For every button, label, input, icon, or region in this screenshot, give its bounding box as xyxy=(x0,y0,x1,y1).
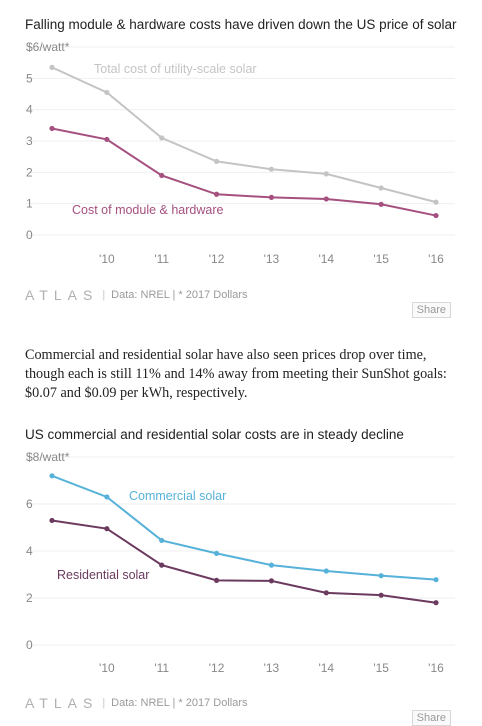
source-note: Data: NREL | * 2017 Dollars xyxy=(111,697,248,709)
x-tick-label: '12 xyxy=(209,252,225,266)
series-label: Commercial solar xyxy=(129,489,226,503)
x-tick-label: '11 xyxy=(154,661,169,675)
y-tick-label: $8/watt* xyxy=(26,450,70,464)
data-point xyxy=(49,64,55,70)
x-tick-label: '16 xyxy=(428,252,444,266)
logo-separator: | xyxy=(102,697,106,709)
share-button[interactable]: Share xyxy=(411,710,451,726)
x-tick-label: '14 xyxy=(318,661,334,675)
y-tick-label: 2 xyxy=(26,165,33,179)
atlas-logo: ATLAS xyxy=(25,287,99,303)
series-label: Residential solar xyxy=(57,568,149,582)
x-tick-label: '16 xyxy=(428,661,444,675)
y-tick-label: 2 xyxy=(26,591,33,605)
y-tick-label: 3 xyxy=(26,134,33,148)
chart-1-footer: ATLAS | Data: NREL | * 2017 Dollars xyxy=(25,287,248,303)
data-point xyxy=(433,577,439,583)
y-tick-label: 1 xyxy=(26,197,33,211)
chart-1-plot: $6/watt* 5 4 3 2 1 0 '10 '11 '12 '13 '14 '15 '16 Total… xyxy=(25,40,455,266)
data-point xyxy=(378,185,384,191)
data-point xyxy=(49,125,55,132)
data-point xyxy=(213,191,220,197)
data-point xyxy=(323,171,329,177)
y-tick-label: 5 xyxy=(26,71,33,85)
data-point xyxy=(159,562,165,568)
data-point xyxy=(433,600,439,606)
data-point xyxy=(159,172,165,179)
data-point xyxy=(159,537,165,544)
x-tick-label: '10 xyxy=(99,252,115,266)
data-point xyxy=(433,212,439,219)
logo-separator: | xyxy=(102,289,106,301)
data-point xyxy=(268,194,275,200)
data-point xyxy=(323,196,329,202)
x-tick-label: '13 xyxy=(264,661,280,675)
data-point xyxy=(104,526,110,532)
series-label: Cost of module & hardware xyxy=(72,203,224,217)
x-tick-label: '15 xyxy=(373,252,389,266)
data-point xyxy=(268,562,275,568)
series-line xyxy=(51,519,437,604)
data-point xyxy=(104,136,110,143)
chart-2-title: US commercial and residential solar cost… xyxy=(25,427,404,442)
x-tick-label: '11 xyxy=(154,252,169,266)
share-button[interactable]: Share xyxy=(411,302,451,318)
data-point xyxy=(378,592,384,598)
data-point xyxy=(213,550,220,556)
data-point xyxy=(378,573,384,579)
x-tick-label: '10 xyxy=(99,661,115,675)
chart-2-plot: $8/watt* 6 4 2 0 '10 '11 '12 '13 '14 '15 '16 Commerc… xyxy=(25,450,455,675)
data-point xyxy=(433,199,439,205)
y-tick-label: 0 xyxy=(26,638,33,652)
x-tick-label: '15 xyxy=(373,661,389,675)
y-tick-label: 4 xyxy=(26,544,33,558)
chart-1-title: Falling module & hardware costs have dri… xyxy=(25,17,457,32)
y-tick-label: 0 xyxy=(26,228,33,242)
data-point xyxy=(213,158,220,164)
data-point xyxy=(104,89,110,96)
data-point xyxy=(159,135,165,141)
data-point xyxy=(49,517,55,524)
series-label: Total cost of utility-scale solar xyxy=(94,62,257,76)
article-paragraph: Commercial and residential solar have al… xyxy=(25,347,447,401)
data-point xyxy=(323,590,329,596)
series-line xyxy=(51,474,437,581)
y-tick-label: 6 xyxy=(26,497,33,511)
data-point xyxy=(378,201,384,207)
data-point xyxy=(323,568,329,574)
x-tick-label: '14 xyxy=(318,252,334,266)
y-tick-label: 4 xyxy=(26,103,33,117)
data-point xyxy=(104,494,110,500)
atlas-logo: ATLAS xyxy=(25,695,99,711)
data-point xyxy=(213,577,220,583)
source-note: Data: NREL | * 2017 Dollars xyxy=(111,289,248,301)
data-point xyxy=(49,473,55,479)
series-line xyxy=(51,127,437,217)
x-tick-label: '13 xyxy=(264,252,280,266)
x-tick-label: '12 xyxy=(209,661,225,675)
chart-2-footer: ATLAS | Data: NREL | * 2017 Dollars xyxy=(25,695,248,711)
data-point xyxy=(268,166,275,172)
data-point xyxy=(268,578,275,584)
series-line xyxy=(51,66,437,204)
y-tick-label: $6/watt* xyxy=(26,40,70,54)
